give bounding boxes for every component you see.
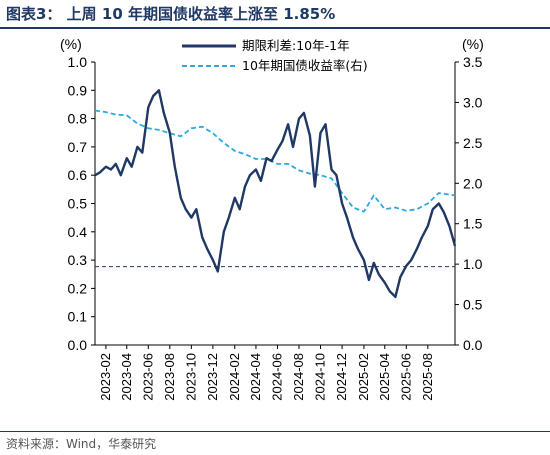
left-axis-unit: (%): [60, 36, 82, 52]
x-tick-label: 2023-06: [140, 353, 155, 401]
right-axis-unit: (%): [462, 36, 484, 52]
x-tick-label: 2024-02: [227, 353, 242, 401]
left-tick-label: 0.3: [68, 252, 88, 268]
x-tick-label: 2023-02: [98, 353, 113, 401]
right-tick-label: 0.5: [463, 297, 483, 313]
left-tick-label: 0.5: [68, 196, 88, 212]
x-tick-label: 2025-02: [356, 353, 371, 401]
footer-rule: [0, 431, 550, 432]
x-tick-label: 2024-06: [269, 353, 284, 401]
x-tick-label: 2023-12: [205, 353, 220, 401]
x-tick-label: 2024-08: [291, 353, 306, 401]
x-tick-label: 2024-12: [334, 353, 349, 401]
title-rule: [0, 27, 550, 29]
right-tick-label: 1.5: [463, 216, 483, 232]
right-tick-label: 1.0: [463, 256, 483, 272]
x-tick-label: 2023-04: [119, 353, 134, 401]
x-tick-label: 2025-04: [377, 353, 392, 401]
axes: 0.0 0.1 0.2 0.3 0.4 0.5 0.6 0.7 0.8 0.9 1.0 0.0 0.5 1…: [68, 54, 483, 401]
source-note: 资料来源：Wind，华泰研究: [6, 437, 157, 451]
series-lines: [94, 89, 457, 299]
x-tick-label: 2024-10: [313, 353, 328, 401]
right-tick-label: 2.5: [463, 135, 483, 151]
left-tick-label: 0.2: [68, 280, 88, 296]
left-tick-label: 0.4: [68, 224, 88, 240]
left-tick-label: 0.6: [68, 167, 88, 183]
x-tick-label: 2023-10: [183, 353, 198, 401]
left-tick-label: 0.7: [68, 139, 88, 155]
x-tick-label: 2025-06: [398, 353, 413, 401]
series-line-spread: [94, 89, 457, 299]
right-tick-label: 2.0: [463, 175, 483, 191]
left-tick-label: 0.1: [68, 309, 88, 325]
left-tick-label: 0.9: [68, 82, 88, 98]
right-tick-label: 3.0: [463, 94, 483, 110]
legend-label-spread: 期限利差:10年-1年: [242, 38, 350, 53]
left-tick-label: 0.8: [68, 111, 88, 127]
series-line-yield: [94, 109, 456, 213]
left-tick-label: 1.0: [68, 54, 88, 70]
x-tick-label: 2025-08: [420, 353, 435, 401]
x-tick-label: 2024-04: [248, 353, 263, 401]
figure-title: 图表3： 上周 10 年期国债收益率上涨至 1.85%: [6, 5, 336, 23]
left-tick-label: 0.0: [68, 337, 88, 353]
right-tick-label: 3.5: [463, 54, 483, 70]
right-tick-label: 0.0: [463, 337, 483, 353]
legend: 期限利差:10年-1年 10年期国债收益率(右): [182, 38, 368, 73]
legend-label-yield: 10年期国债收益率(右): [242, 58, 368, 73]
x-tick-label: 2023-08: [162, 353, 177, 401]
